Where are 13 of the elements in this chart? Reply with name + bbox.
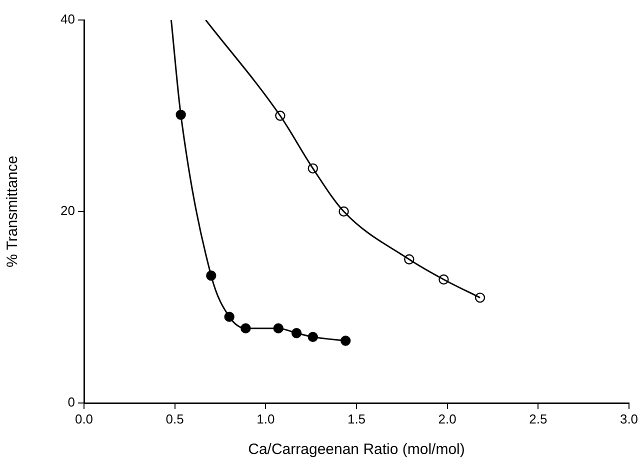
y-tick-label: 0 [68, 394, 75, 410]
x-tick-label: 3.0 [620, 411, 638, 426]
x-axis-title: Ca/Carrageenan Ratio (mol/mol) [248, 441, 465, 458]
point [340, 336, 351, 346]
y-axis-title: % Transmittance [4, 156, 22, 268]
x-tick-label: 1.5 [347, 411, 366, 426]
x-tick-label: 2.5 [529, 411, 548, 426]
x-tick-label: 1.0 [256, 411, 275, 426]
y-tick-label: 40 [60, 12, 75, 27]
x-tick-label: 2.0 [438, 411, 456, 426]
x-tick-label: 0.5 [166, 411, 184, 426]
y-tick-label: 20 [60, 203, 75, 218]
x-tick-label: 0.0 [74, 411, 94, 426]
